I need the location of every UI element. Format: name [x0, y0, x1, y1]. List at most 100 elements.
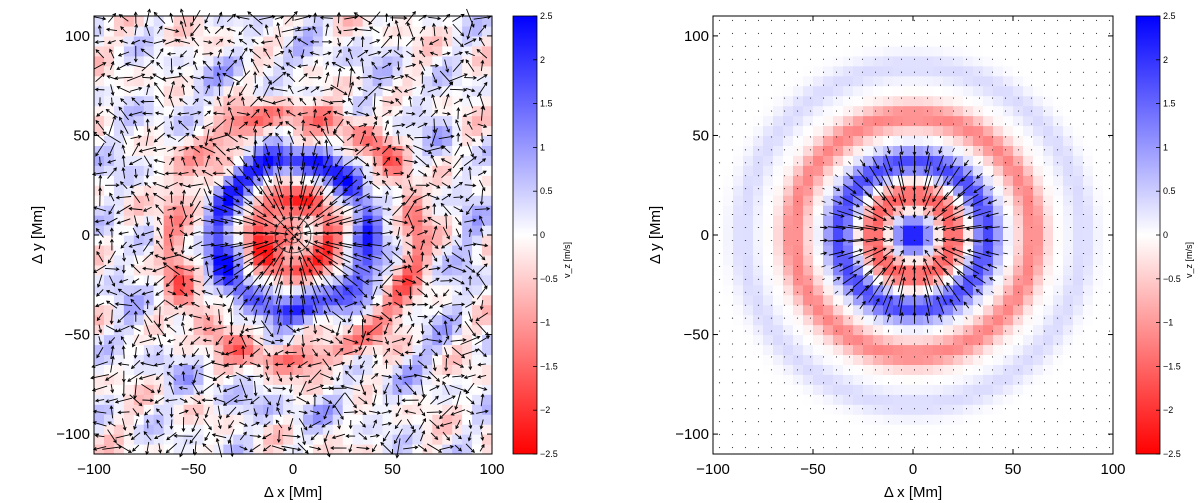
heatmap-cell [302, 175, 314, 186]
vector-arrow [357, 49, 368, 58]
heatmap-cell [843, 244, 854, 256]
vector-arrowhead [317, 446, 322, 451]
vector-arrowhead [212, 377, 217, 382]
heatmap-cell [863, 16, 874, 27]
vector-arrow [182, 190, 185, 204]
vector-arrowhead [470, 400, 475, 405]
vector-arrowhead [364, 49, 369, 54]
heatmap-cell [103, 65, 115, 77]
heatmap-cell [853, 145, 864, 156]
vector-arrow [476, 74, 488, 82]
vector-arrowhead [95, 119, 100, 124]
vector-arrow [274, 51, 284, 57]
heatmap-cell [813, 434, 824, 445]
vector-arrow [366, 322, 383, 336]
vector-arrowhead [436, 184, 441, 189]
heatmap-cell [753, 75, 764, 87]
heatmap-cell [863, 65, 874, 77]
vector-arrowhead [191, 353, 196, 358]
vector-arrow [395, 384, 402, 393]
heatmap-cell [362, 65, 374, 77]
heatmap-cell [713, 284, 724, 296]
heatmap-cell [733, 165, 744, 176]
vector-arrow [476, 49, 488, 59]
heatmap-cell [813, 384, 824, 395]
vector-arrow [381, 422, 392, 426]
heatmap-cell [293, 55, 304, 67]
vector-arrow [111, 97, 113, 106]
vector-arrowhead [121, 167, 126, 172]
vector-arrow [120, 336, 127, 345]
heatmap-cell [173, 404, 185, 415]
vector-arrowhead [101, 73, 106, 77]
heatmap-cell [302, 115, 314, 127]
vector-arrow [406, 112, 415, 115]
heatmap-cell [113, 414, 125, 425]
vector-arrowhead [441, 145, 446, 149]
vector-arrow [452, 303, 465, 306]
heatmap-cell [183, 334, 195, 346]
heatmap-cell [153, 444, 165, 455]
heatmap-cell [322, 294, 334, 306]
heatmap-cell [773, 384, 784, 395]
heatmap-cell [432, 254, 443, 266]
vector-arrowhead [400, 352, 405, 357]
heatmap-cell [153, 115, 165, 127]
heatmap-cell [432, 364, 443, 375]
vector-arrow [358, 432, 367, 440]
colorbar-tick-label: 0 [540, 230, 545, 240]
vector-arrow [409, 359, 412, 370]
heatmap-cell [482, 394, 493, 405]
vector-arrowhead [295, 327, 301, 332]
vector-arrow [430, 432, 438, 440]
vector-arrowhead [169, 190, 174, 195]
heatmap-cell [863, 244, 874, 256]
heatmap-cell [793, 135, 804, 146]
vector-arrowhead [327, 366, 332, 371]
heatmap-cell [412, 95, 423, 107]
heatmap-cell [94, 105, 105, 117]
vector-arrow [300, 281, 306, 305]
heatmap-cell [123, 404, 135, 415]
heatmap-cell [382, 344, 394, 356]
heatmap-cell [342, 404, 354, 415]
heatmap-cell [113, 35, 125, 47]
heatmap-cell [432, 404, 443, 415]
vector-arrowhead [329, 339, 334, 344]
vector-arrow [343, 147, 359, 151]
vector-arrow [108, 275, 115, 287]
vector-arrow [265, 372, 270, 381]
vector-arrow [179, 363, 188, 366]
vector-arrow [301, 347, 305, 358]
vector-arrow [106, 300, 118, 309]
heatmap-cell [452, 135, 463, 146]
vector-arrowhead [316, 338, 321, 342]
y-tick-label: 100 [65, 28, 90, 45]
heatmap-cell [432, 115, 443, 127]
vector-arrow [94, 62, 106, 70]
vector-arrowhead [313, 240, 318, 244]
heatmap-cell [362, 95, 374, 107]
heatmap-cell [833, 125, 844, 137]
vector-arrow [287, 97, 295, 106]
vector-arrowhead [479, 306, 484, 311]
vector-arrow [200, 383, 215, 394]
heatmap-cell [263, 135, 274, 146]
vector-arrowhead [314, 352, 318, 357]
vector-arrow [300, 427, 306, 445]
vector-arrow [202, 275, 213, 287]
vector-arrow [469, 167, 472, 180]
vector-arrowhead [412, 188, 417, 193]
heatmap-cell [482, 344, 493, 356]
vector-arrowhead [342, 99, 347, 104]
heatmap-cell [243, 125, 254, 137]
vector-arrow [297, 213, 309, 229]
vector-arrowhead [130, 365, 135, 370]
vector-arrow [344, 301, 357, 308]
vector-arrowhead [376, 171, 381, 176]
heatmap-cell [813, 264, 824, 276]
vector-arrow [331, 311, 346, 323]
heatmap-cell [362, 135, 374, 146]
heatmap-cell [392, 195, 404, 206]
